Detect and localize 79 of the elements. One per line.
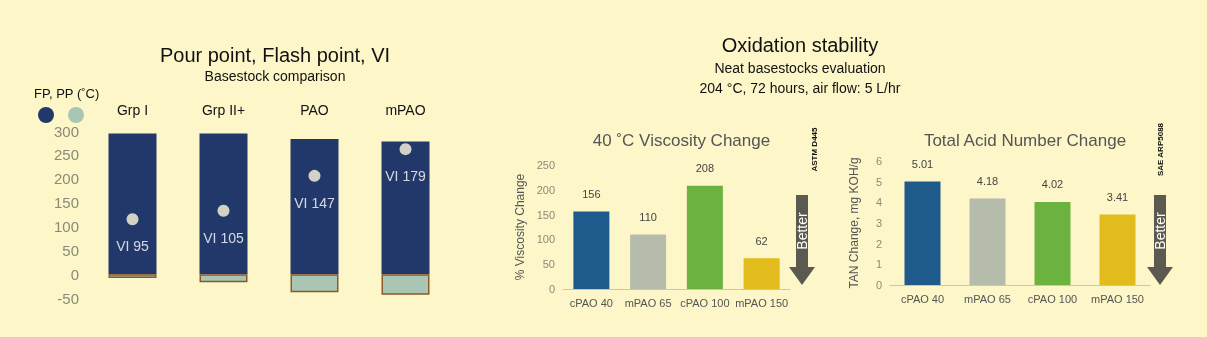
data-label: VI 95 [116, 238, 150, 255]
y-tick-label: 6 [875, 155, 882, 167]
y-tick-label: 250 [536, 159, 555, 171]
x-tick-label: mPAO 150 [735, 296, 789, 309]
x-tick-label: mPAO 150 [1091, 292, 1144, 305]
bar [1034, 201, 1071, 285]
point [399, 143, 412, 156]
point [308, 169, 321, 182]
data-label: 4.02 [1041, 178, 1064, 191]
point [217, 204, 230, 217]
data-label: 62 [755, 234, 768, 247]
bar [630, 234, 667, 289]
bar [199, 274, 248, 283]
data-label: 4.18 [976, 175, 999, 188]
chart-title: Total Acid Number Change [923, 131, 1127, 150]
y-tick-label: 3 [875, 217, 882, 229]
y-tick-label: -50 [57, 289, 79, 307]
x-tick-label: cPAO 100 [680, 296, 730, 309]
y-tick-label: 250 [53, 146, 79, 164]
bar [108, 133, 157, 275]
legend-title: FP, PP (˚C) [34, 86, 100, 101]
y-tick-label: 50 [62, 241, 79, 259]
chart-title: 40 ˚C Viscosity Change [592, 131, 771, 150]
data-label: 3.41 [1106, 191, 1129, 204]
text: 204 °C, 72 hours, air flow: 5 L/hr [698, 80, 902, 96]
y-tick-label: 50 [542, 258, 555, 271]
data-label: VI 147 [294, 194, 335, 211]
text: Neat basestocks evaluation [714, 60, 886, 76]
y-tick-label: 200 [536, 183, 555, 196]
x-tick-label: Grp I [116, 102, 149, 118]
text: ASTM D445 [809, 126, 819, 174]
text: SAE ARP5088 [1155, 121, 1165, 179]
y-tick-label: 200 [53, 170, 79, 188]
bar [290, 139, 339, 275]
x-tick-label: mPAO 65 [624, 296, 672, 309]
y-tick-label: 300 [53, 122, 79, 140]
y-axis-title: TAN Change, mg KOH/g [847, 157, 861, 289]
y-tick-label: 100 [53, 217, 79, 235]
y-tick-label: 2 [875, 237, 882, 250]
bar [573, 211, 610, 289]
x-tick-label: PAO [300, 102, 329, 118]
data-label: 5.01 [911, 157, 934, 170]
x-tick-label: Grp II+ [201, 102, 246, 118]
text: Oxidation stability [721, 34, 879, 56]
y-tick-label: 0 [70, 265, 79, 283]
y-axis-title: % Viscosity Change [512, 173, 527, 281]
bar [381, 274, 430, 295]
data-label: VI 179 [385, 168, 426, 185]
x-tick-label: mPAO 65 [964, 292, 1011, 305]
text: Better [1152, 211, 1168, 252]
bar [1099, 214, 1136, 285]
bar [904, 181, 941, 285]
y-tick-label: 1 [875, 258, 882, 271]
bar [290, 274, 339, 293]
data-label: 208 [695, 162, 715, 175]
x-tick-label: cPAO 100 [1027, 292, 1078, 305]
bar [686, 185, 723, 289]
x-tick-label: cPAO 40 [569, 296, 613, 309]
chart-title: Pour point, Flash point, VI [159, 44, 391, 66]
chart-subtitle: Basestock comparison [204, 68, 346, 84]
bar [743, 258, 780, 289]
y-tick-label: 100 [536, 233, 555, 246]
data-label: 156 [582, 188, 601, 201]
data-label: VI 105 [203, 229, 244, 246]
y-tick-label: 150 [53, 194, 79, 212]
bar [108, 274, 157, 278]
bar [969, 198, 1006, 285]
y-tick-label: 0 [548, 283, 555, 295]
y-tick-label: 0 [875, 279, 882, 291]
bar [381, 141, 430, 275]
point [126, 213, 139, 226]
x-tick-label: mPAO [385, 102, 426, 118]
y-tick-label: 150 [536, 208, 555, 221]
x-tick-label: cPAO 40 [900, 292, 945, 305]
y-tick-label: 4 [875, 196, 882, 209]
y-tick-label: 5 [875, 175, 882, 188]
data-label: 110 [639, 210, 657, 223]
bar [199, 133, 248, 275]
text: Better [794, 211, 810, 252]
